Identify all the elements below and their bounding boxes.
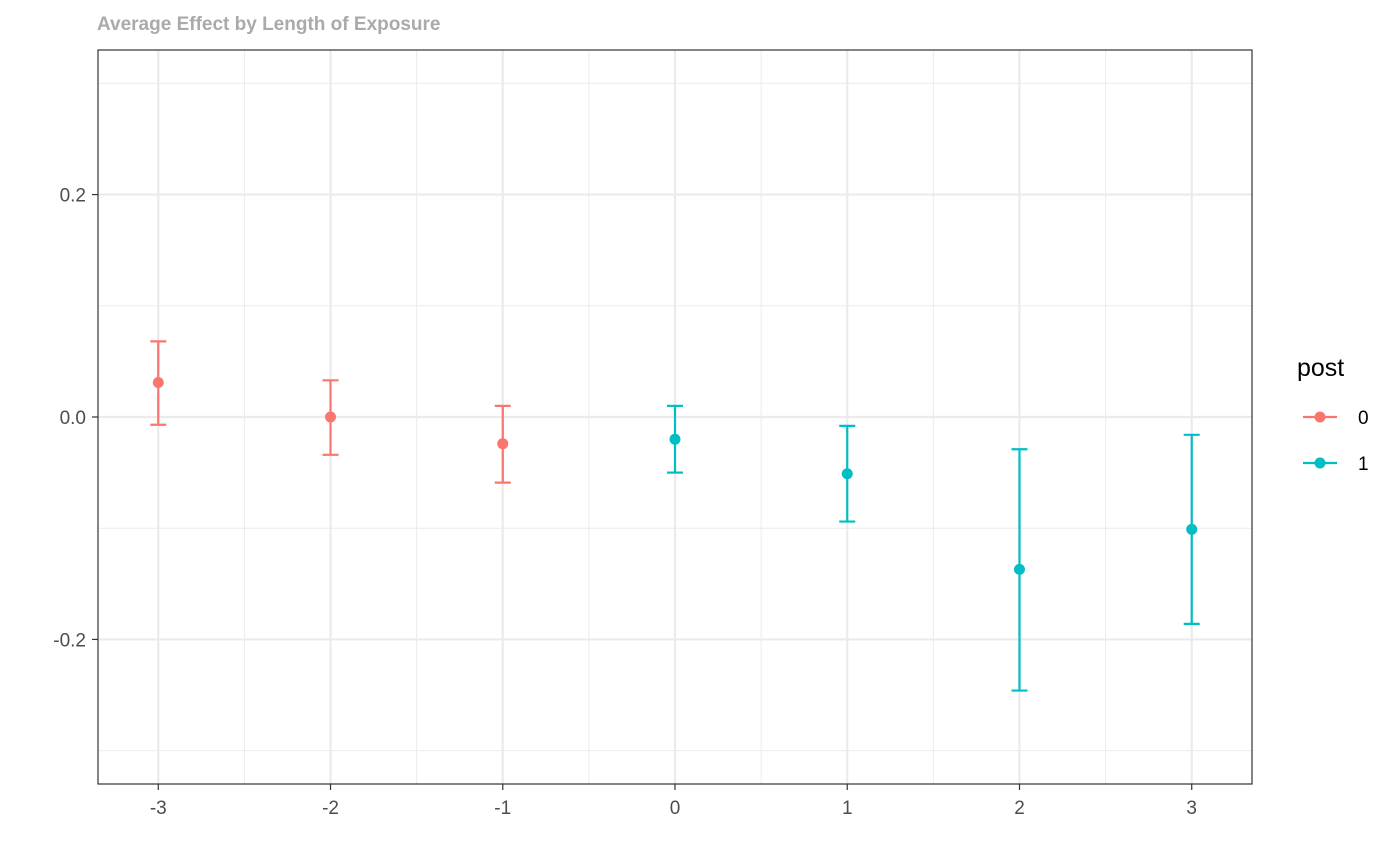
legend: post 0 1 — [1297, 354, 1369, 475]
x-tick-label: 1 — [842, 798, 853, 819]
chart-title: Average Effect by Length of Exposure — [97, 14, 440, 35]
data-point — [325, 411, 337, 423]
x-tick-label: 3 — [1186, 798, 1197, 819]
data-point — [669, 433, 681, 445]
x-tick-label: -1 — [494, 798, 511, 819]
data-point — [841, 468, 853, 480]
legend-key-point — [1314, 411, 1326, 423]
legend-label: 1 — [1358, 454, 1369, 475]
axes: -3 -2 -1 0 1 2 3 0.2 0.0 -0.2 — [53, 186, 1197, 819]
y-tick-label: -0.2 — [53, 630, 86, 651]
data-point — [497, 438, 509, 450]
x-tick-label: -2 — [322, 798, 339, 819]
data-point — [152, 377, 164, 389]
plot-marks — [150, 340, 1200, 692]
y-tick-label: 0.2 — [60, 186, 86, 207]
data-point — [1186, 523, 1198, 535]
y-tick-label: 0.0 — [60, 408, 86, 429]
data-point — [1013, 563, 1025, 575]
legend-key-point — [1314, 457, 1326, 469]
x-tick-label: -3 — [150, 798, 167, 819]
x-tick-label: 0 — [670, 798, 681, 819]
x-tick-label: 2 — [1014, 798, 1025, 819]
legend-label: 0 — [1358, 408, 1369, 429]
legend-title: post — [1297, 354, 1344, 382]
